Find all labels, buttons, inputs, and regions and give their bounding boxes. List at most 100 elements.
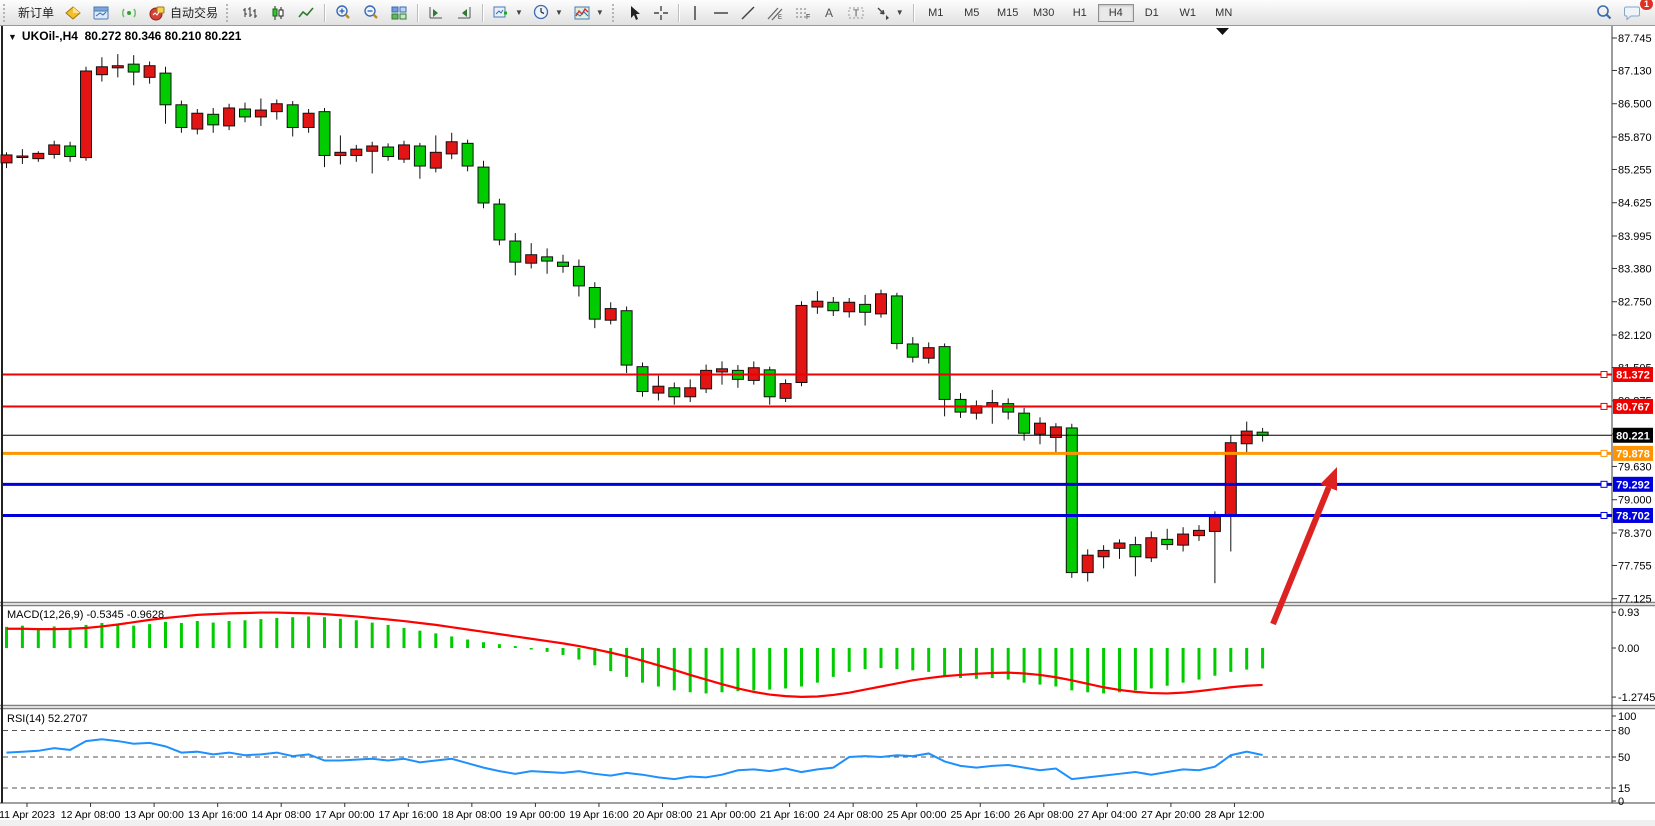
search-button[interactable] (1590, 2, 1618, 23)
line-anchor-handle[interactable] (1600, 402, 1608, 410)
price-tick-label: 77.125 (1618, 594, 1652, 606)
price-label-box (1613, 398, 1653, 414)
line-anchor-handle[interactable] (1600, 480, 1608, 488)
text-icon: A (822, 5, 837, 21)
time-tick-label: 25 Apr 16:00 (950, 809, 1010, 821)
rsi-scale-label: 80 (1618, 725, 1630, 737)
arrows-shapes-tool[interactable]: ▼ (870, 3, 909, 23)
line-anchor-handle[interactable] (1600, 370, 1608, 378)
chart-shift-icon (455, 5, 473, 21)
rsi-pane: 100 80 50 150 (3, 711, 1636, 808)
periods-clock-icon (533, 4, 550, 21)
price-tick-label: 83.995 (1618, 231, 1652, 243)
time-tick-label: 13 Apr 16:00 (188, 809, 248, 821)
bar-chart-icon (241, 5, 259, 21)
rsi-scale-label: 50 (1618, 752, 1630, 764)
timeframe-button-d1[interactable]: D1 (1144, 6, 1159, 19)
vertical-line-tool[interactable] (683, 3, 707, 23)
timeframe-button-h1[interactable]: H1 (1072, 6, 1087, 19)
candlestick-chart-icon (269, 5, 287, 21)
signals-icon (120, 5, 138, 21)
trendline-icon (740, 5, 756, 21)
price-label-box (1613, 366, 1653, 382)
timeframe-button-w1[interactable]: W1 (1179, 6, 1196, 19)
periods-clock-button[interactable]: ▼ (528, 2, 568, 23)
new-order-button[interactable]: 新订单 (13, 2, 59, 23)
symbol-period-text: UKOil-,H4 (21, 29, 78, 43)
zoom-out-button[interactable] (357, 2, 385, 23)
channel-icon: E (766, 5, 784, 21)
timeframe-button-m15[interactable]: M15 (997, 6, 1019, 19)
autotrading-button[interactable]: 自动交易 (143, 2, 223, 23)
line-anchor-handle[interactable] (1600, 511, 1608, 519)
time-tick-label: 17 Apr 16:00 (379, 809, 439, 821)
line-chart-button[interactable] (292, 3, 320, 23)
time-tick-label: 24 Apr 08:00 (823, 809, 883, 821)
fibonacci-tool[interactable]: F (789, 3, 817, 23)
chart-menu-chevron-icon[interactable]: ▼ (8, 32, 17, 42)
market-watch-icon (64, 5, 82, 21)
bar-chart-button[interactable] (236, 3, 264, 23)
chevron-down-icon: ▼ (554, 8, 563, 17)
indicator-shift-button[interactable] (422, 3, 450, 23)
channel-tool[interactable]: E (761, 3, 789, 23)
zoom-in-button[interactable] (329, 2, 357, 23)
notifications-button[interactable]: 1 (1618, 0, 1654, 23)
arrow-annotation[interactable] (1270, 467, 1338, 626)
signals-button[interactable] (115, 3, 143, 23)
candles (0, 54, 1269, 584)
price-tick-label: 87.130 (1618, 65, 1652, 77)
line-anchor-handle[interactable] (1600, 449, 1608, 457)
timeframe-button-h4[interactable]: H4 (1097, 3, 1134, 22)
price-label-text: 80.221 (1616, 430, 1650, 442)
svg-text:F: F (806, 14, 810, 21)
price-tick-label: 85.255 (1618, 164, 1652, 176)
svg-text:E: E (778, 15, 782, 21)
chevron-down-icon: ▼ (515, 8, 523, 17)
template-button[interactable]: ▼ (568, 3, 609, 23)
text-tool[interactable]: A (817, 3, 842, 23)
time-tick-label: 19 Apr 00:00 (506, 809, 566, 821)
trendline-tool[interactable] (735, 3, 761, 23)
arrows-shapes-icon (875, 5, 891, 21)
timeframe-button-m5[interactable]: M5 (964, 6, 980, 19)
new-chart-button[interactable]: ▼ (487, 3, 528, 23)
timeframe-button-m30[interactable]: M30 (1033, 6, 1055, 19)
horizontal-line-tool[interactable] (707, 3, 735, 23)
autoscroll-marker-icon[interactable] (1216, 28, 1229, 35)
horizontal-line-icon (712, 5, 730, 21)
macd-pane: 0.93 0.00 -1.2745 (5, 607, 1655, 704)
time-tick-label: 27 Apr 04:00 (1078, 809, 1138, 821)
new-chart-icon (492, 5, 510, 21)
svg-text:T: T (853, 8, 859, 19)
time-tick-label: 25 Apr 00:00 (887, 809, 947, 821)
cursor-tool-button[interactable] (622, 3, 648, 23)
toolbar-grip (226, 3, 233, 22)
crosshair-icon (653, 5, 669, 21)
macd-values-text: -0.5345 -0.9628 (86, 609, 165, 621)
chart-shift-button[interactable] (450, 3, 478, 23)
crosshair-tool-button[interactable] (648, 3, 674, 23)
toolbar-separator (417, 3, 419, 22)
autotrading-icon (148, 5, 166, 21)
autotrading-label: 自动交易 (170, 6, 219, 20)
chart-window-button[interactable] (87, 3, 115, 23)
price-label-text: 80.767 (1616, 401, 1650, 413)
text-label-tool[interactable]: T (842, 3, 870, 23)
price-tick-label: 79.000 (1618, 495, 1652, 507)
time-tick-label: 20 Apr 08:00 (633, 809, 693, 821)
tile-windows-button[interactable] (385, 3, 413, 23)
timeframe-button-m1[interactable]: M1 (928, 6, 944, 19)
macd-indicator-label: MACD(12,26,9) -0.5345 -0.9628 (7, 609, 164, 621)
macd-signal-line (6, 611, 1263, 698)
indicator-shift-icon (427, 5, 445, 21)
time-tick-label: 27 Apr 20:00 (1141, 809, 1201, 821)
candlestick-chart-button[interactable] (264, 3, 292, 23)
svg-text:A: A (825, 6, 833, 20)
market-watch-button[interactable] (59, 3, 87, 23)
price-tick-label: 79.630 (1618, 461, 1652, 473)
timeframe-button-mn[interactable]: MN (1215, 6, 1233, 19)
price-label-box (1613, 445, 1653, 461)
price-label-box (1613, 427, 1653, 443)
